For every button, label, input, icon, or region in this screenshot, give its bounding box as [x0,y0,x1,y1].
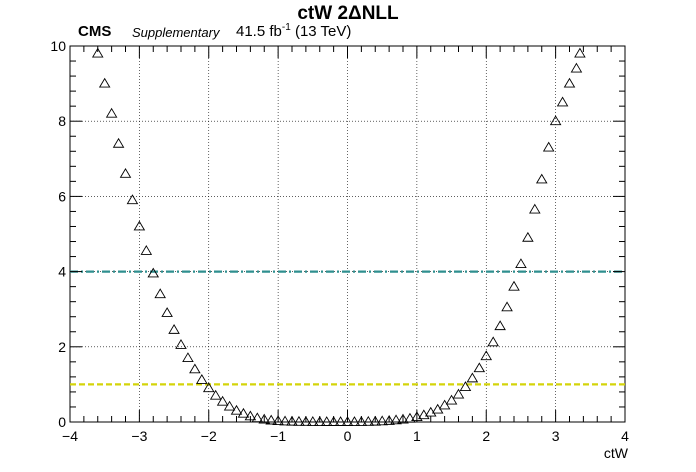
data-point [272,415,284,426]
data-point [529,203,541,214]
x-tick-label: 2 [482,428,490,444]
data-point [126,194,139,205]
x-tick-label: 3 [552,428,560,444]
data-point [230,404,243,415]
data-point [348,416,361,426]
data-point [182,352,194,363]
data-point [161,307,173,317]
data-point [501,301,513,312]
reference-lines [70,270,625,386]
data-point [397,413,409,424]
data-point [265,414,277,425]
data-point [452,388,465,399]
data-point [251,412,264,423]
data-point [244,410,257,421]
data-point [300,415,312,426]
data-point [369,415,382,426]
data-point [168,323,180,334]
x-tick-label: 1 [413,428,421,444]
grid-lines [70,46,625,422]
axis-ticks [69,45,626,423]
luminosity-label: 41.5 fb-1 (13 TeV) [236,22,351,40]
data-point [258,413,271,424]
data-point [563,77,576,88]
data-point [286,415,298,426]
x-tick-label: 4 [621,428,629,444]
x-tick-label: −4 [62,428,78,444]
data-point [445,394,458,405]
y-tick-label: 8 [58,113,66,129]
data-point [279,415,291,426]
data-points [91,47,586,426]
data-point [411,411,423,422]
data-point [508,280,520,291]
x-tick-label: −2 [201,428,217,444]
y-tick-label: 10 [50,38,66,54]
data-point [438,399,451,410]
plot-frame [69,45,626,423]
experiment-label: CMS [78,23,112,40]
data-point [535,173,548,184]
data-point [556,96,569,107]
data-point [209,389,222,400]
data-point [376,415,388,426]
y-tick-label: 2 [58,339,66,355]
axis-tick-labels: −4 −3 −2 −1 0 1 2 3 4 0 2 4 6 8 10 [50,38,629,444]
energy-label: (13 TeV) [294,23,352,40]
lumi-value: 41.5 fb [236,23,282,40]
data-point [459,381,472,391]
data-point [112,137,125,148]
data-point [196,374,208,384]
data-point [494,320,506,331]
data-point [105,107,118,118]
data-point [542,141,555,152]
data-point [362,415,375,426]
data-point [549,115,562,126]
data-point [119,167,132,178]
x-axis-label: ctW [603,445,628,461]
data-point [320,416,333,426]
y-tick-label: 6 [58,188,66,204]
data-point [98,77,111,88]
data-point [91,47,104,58]
chart-title: ctW 2ΔNLL [297,3,399,24]
data-point [383,414,395,425]
data-point [216,395,229,406]
data-point [355,416,368,426]
data-point [480,350,493,361]
status-label: Supplementary [132,25,220,40]
lumi-exponent: -1 [281,22,291,33]
data-point [334,416,347,426]
data-point [574,47,586,58]
data-point [237,407,250,418]
data-point [327,416,340,426]
data-point [390,414,402,425]
x-tick-label: −1 [270,428,286,444]
data-point [424,406,437,417]
data-point [466,372,479,383]
data-point [223,400,236,411]
data-point [154,288,166,299]
data-point [202,382,215,393]
y-tick-label: 0 [58,414,66,430]
data-point [515,258,527,269]
data-point [473,362,486,373]
data-point [570,62,583,73]
data-point [313,416,326,426]
x-tick-label: 0 [344,428,352,444]
data-point [147,267,160,278]
data-point [133,220,146,231]
data-point [341,416,354,426]
y-tick-label: 4 [58,264,66,280]
data-point [307,416,319,426]
data-point [522,231,534,242]
data-point [175,339,187,349]
data-point [487,336,499,347]
data-point [293,415,305,426]
x-tick-label: −3 [131,428,147,444]
data-point [189,363,201,374]
data-point [140,245,153,255]
data-point [404,412,416,423]
